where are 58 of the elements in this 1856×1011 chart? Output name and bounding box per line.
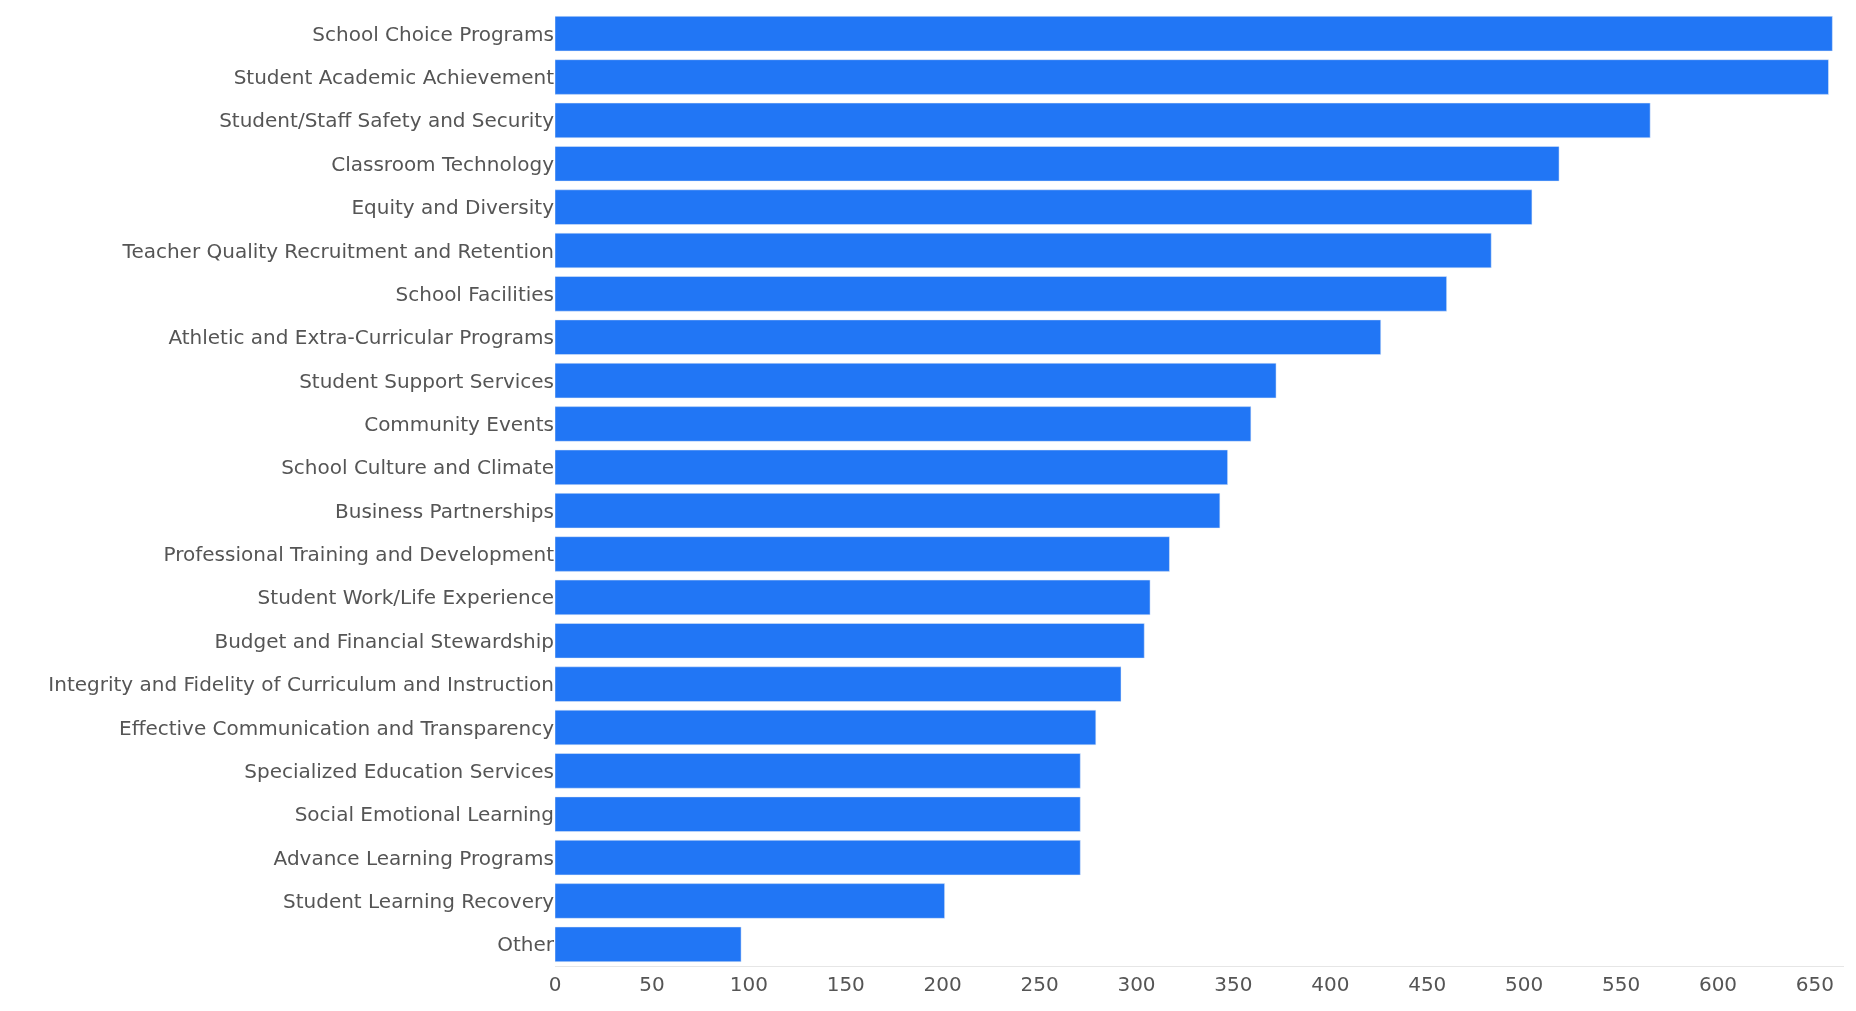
bar bbox=[555, 666, 1122, 702]
bar bbox=[555, 102, 1651, 138]
y-tick-label: School Culture and Climate bbox=[281, 455, 554, 480]
bar bbox=[555, 319, 1381, 355]
y-tick-label: Student Support Services bbox=[299, 368, 554, 393]
x-tick-label: 50 bbox=[639, 972, 665, 996]
y-tick-label: Social Emotional Learning bbox=[294, 802, 554, 827]
y-tick-label: Specialized Education Services bbox=[244, 758, 554, 783]
bar bbox=[555, 796, 1081, 832]
bar bbox=[555, 536, 1170, 572]
x-tick-label: 400 bbox=[1311, 972, 1350, 996]
y-tick-label: Community Events bbox=[364, 411, 554, 436]
bar bbox=[555, 753, 1081, 789]
x-tick-label: 600 bbox=[1698, 972, 1738, 996]
bar bbox=[555, 276, 1447, 312]
bar bbox=[555, 926, 742, 962]
bar bbox=[555, 579, 1151, 615]
y-tick-label: Budget and Financial Stewardship bbox=[214, 628, 554, 653]
y-tick-label: Classroom Technology bbox=[331, 151, 555, 176]
bar bbox=[555, 493, 1221, 529]
x-tick-label: 500 bbox=[1505, 972, 1544, 996]
y-tick-label: School Facilities bbox=[395, 281, 554, 306]
bar bbox=[555, 146, 1560, 182]
bar bbox=[555, 16, 1833, 52]
y-tick-label: Equity and Diversity bbox=[351, 195, 555, 220]
bar bbox=[555, 59, 1829, 95]
x-tick-label: 300 bbox=[1117, 972, 1156, 996]
y-tick-label: Student Academic Achievement bbox=[233, 65, 555, 90]
y-tick-label: School Choice Programs bbox=[312, 21, 554, 46]
y-tick-label: Athletic and Extra-Curricular Programs bbox=[168, 325, 554, 350]
y-tick-label: Other bbox=[497, 932, 555, 957]
x-tick-label: 650 bbox=[1795, 972, 1835, 996]
x-tick-label: 200 bbox=[923, 972, 962, 996]
bar bbox=[555, 232, 1492, 269]
bar bbox=[555, 189, 1533, 225]
y-tick-label: Teacher Quality Recruitment and Retention bbox=[121, 238, 554, 263]
y-tick-label: Professional Training and Development bbox=[163, 542, 555, 567]
bar bbox=[555, 363, 1277, 399]
x-tick-label: 250 bbox=[1020, 972, 1059, 996]
y-tick-label: Student/Staff Safety and Security bbox=[219, 108, 555, 133]
x-tick-label: 450 bbox=[1408, 972, 1447, 996]
x-tick-label: 100 bbox=[729, 972, 768, 996]
y-tick-label: Integrity and Fidelity of Curriculum and Instruction bbox=[48, 672, 554, 697]
bar bbox=[555, 449, 1228, 485]
y-tick-label: Student Learning Recovery bbox=[282, 888, 555, 913]
x-tick-label: 350 bbox=[1214, 972, 1253, 996]
bar bbox=[555, 883, 945, 919]
bar bbox=[555, 406, 1252, 442]
x-tick-label: 550 bbox=[1602, 972, 1641, 996]
y-tick-label: Student Work/Life Experience bbox=[257, 585, 554, 610]
y-tick-label: Effective Communication and Transparency bbox=[119, 715, 555, 740]
bar bbox=[555, 840, 1081, 876]
bar bbox=[555, 623, 1145, 659]
x-tick-label: 0 bbox=[548, 972, 562, 996]
bar bbox=[555, 709, 1097, 746]
x-tick-label: 150 bbox=[826, 972, 865, 996]
y-tick-label: Business Partnerships bbox=[334, 498, 554, 523]
y-tick-label: Advance Learning Programs bbox=[273, 845, 554, 870]
